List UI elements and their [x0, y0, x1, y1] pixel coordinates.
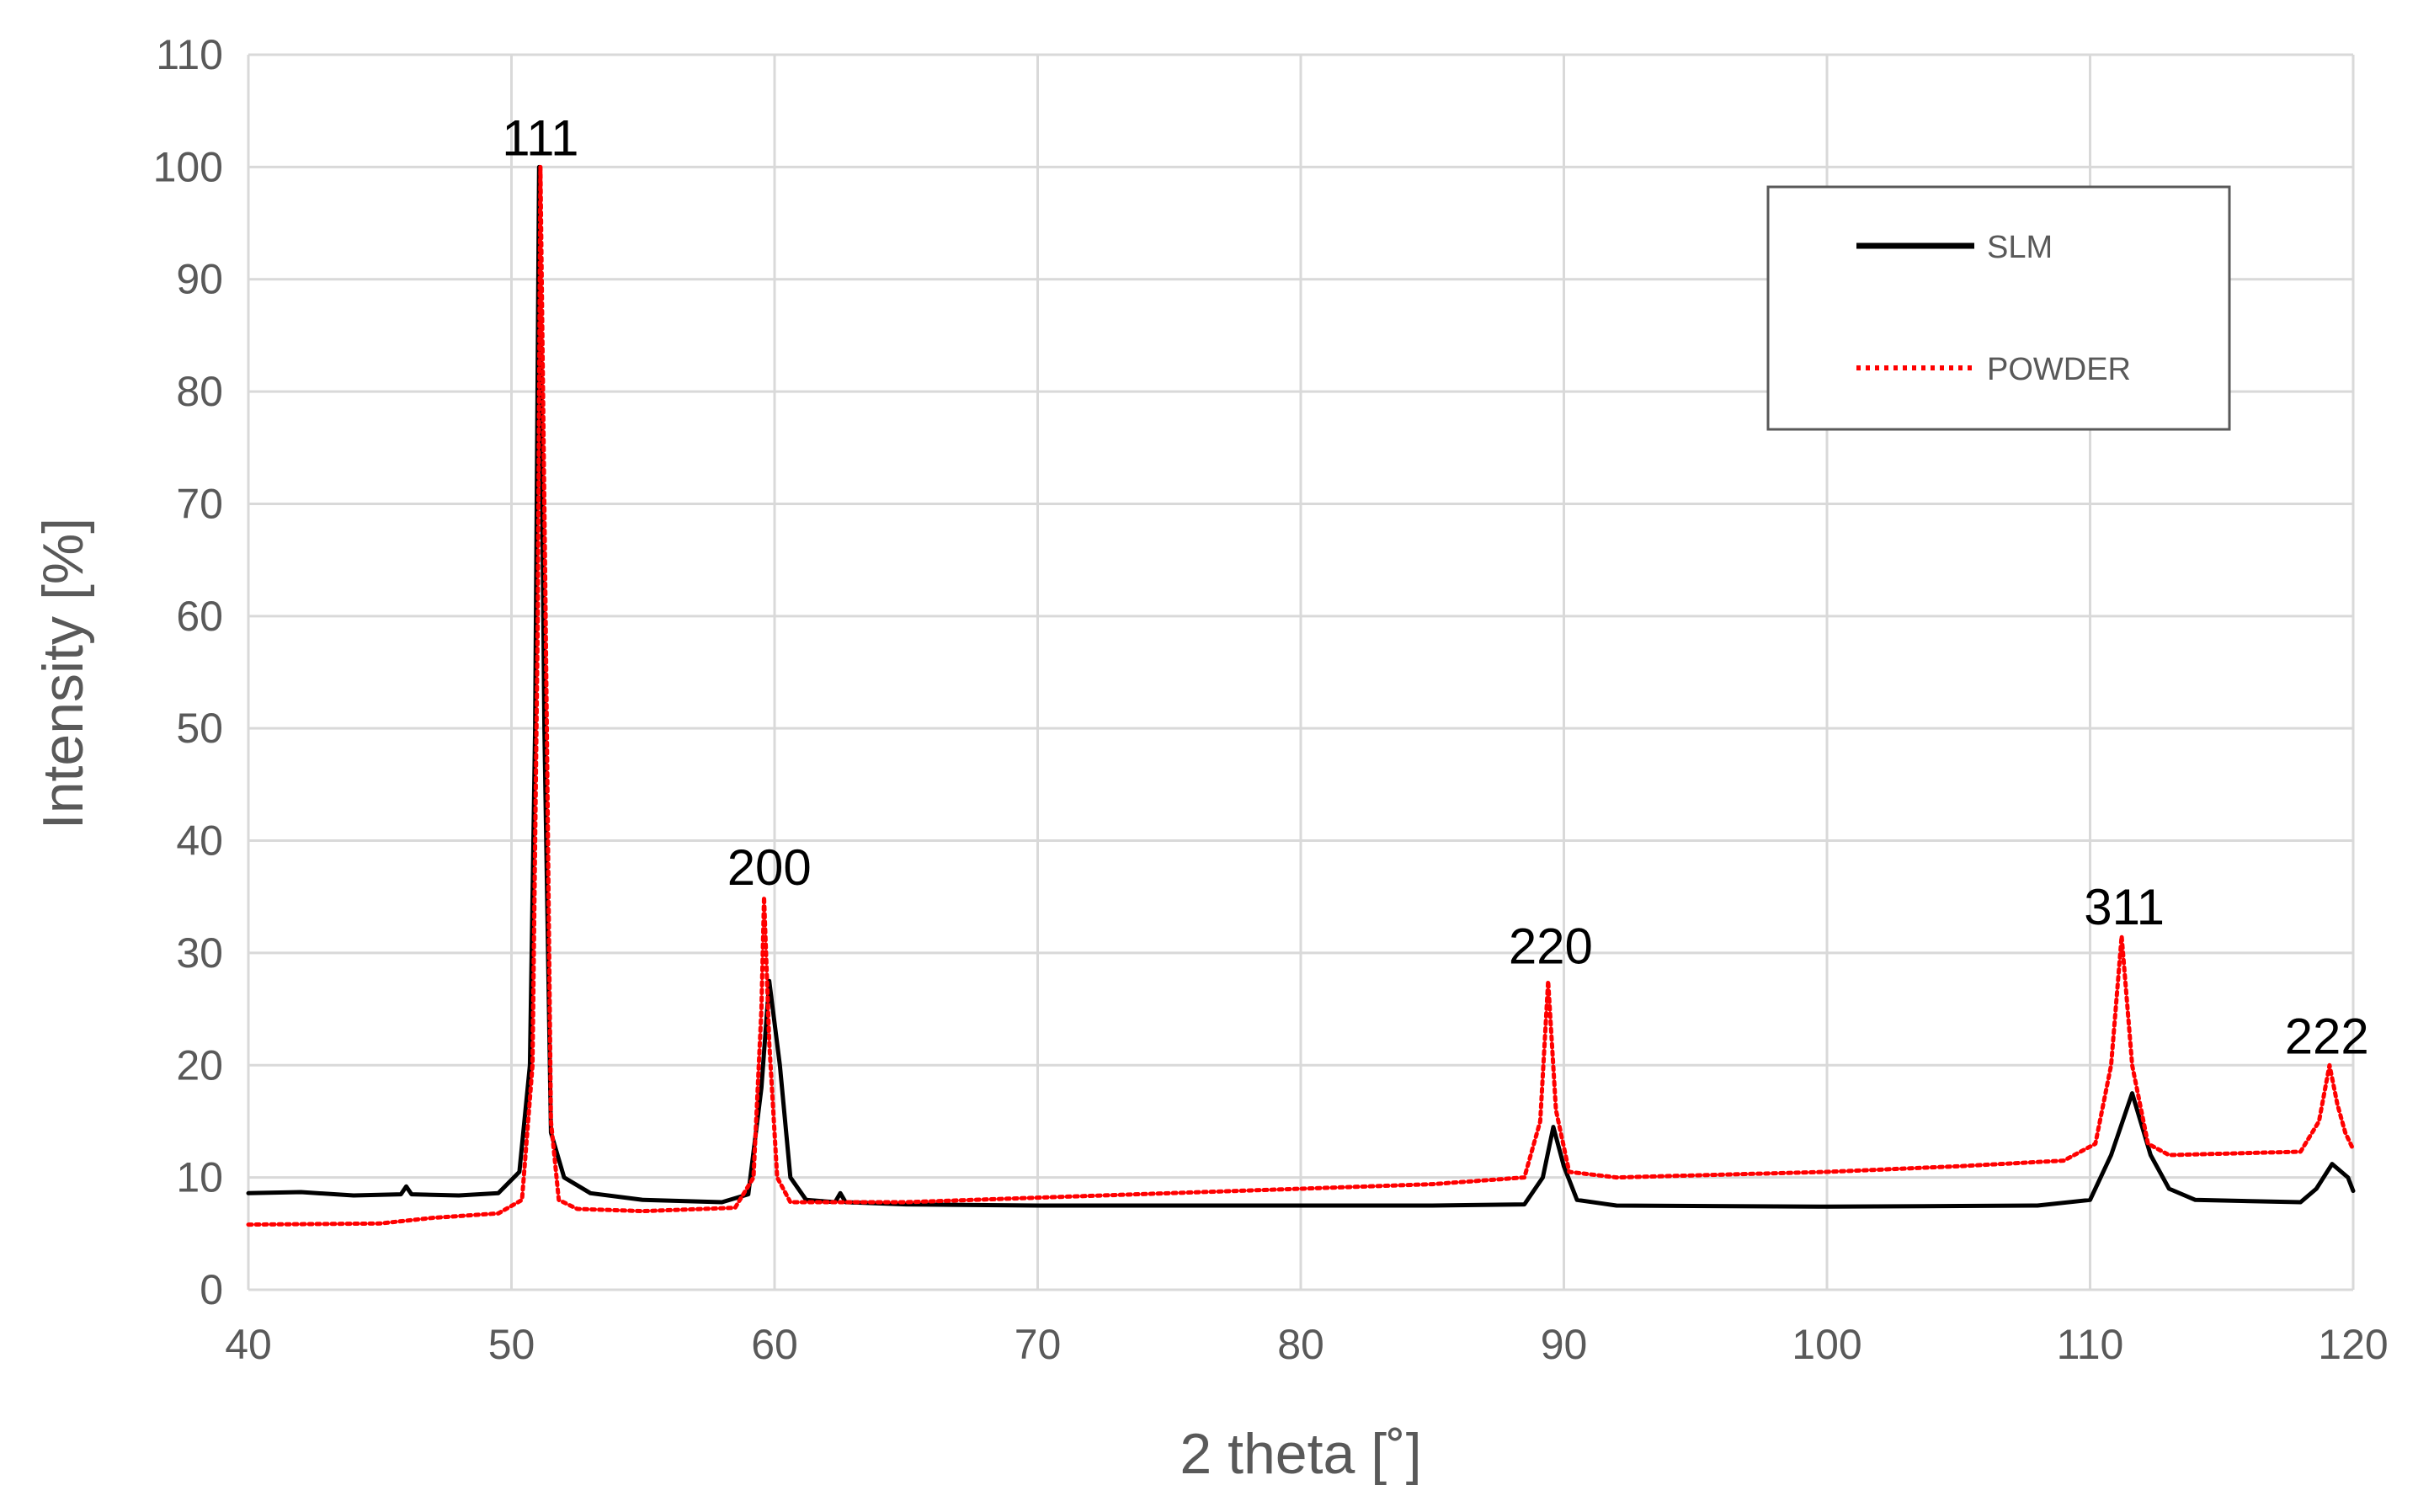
x-tick-label: 80: [1277, 1321, 1324, 1368]
x-tick-label: 50: [488, 1321, 535, 1368]
x-tick-label: 120: [2318, 1321, 2388, 1368]
x-tick-label: 70: [1015, 1321, 1062, 1368]
y-tick-label: 30: [176, 929, 223, 977]
x-tick-label: 100: [1792, 1321, 1861, 1368]
peak-label-111: 111: [502, 109, 578, 166]
y-tick-label: 90: [176, 256, 223, 303]
legend: SLM POWDER: [1766, 185, 2231, 431]
y-tick-label: 100: [153, 143, 223, 190]
x-axis-title: 2 theta [˚]: [1180, 1422, 1421, 1486]
y-tick-label: 20: [176, 1041, 223, 1089]
peak-label-200: 200: [727, 839, 812, 896]
peak-label-222: 222: [2285, 1008, 2369, 1064]
y-tick-label: 50: [176, 705, 223, 752]
series-line-slm: [246, 164, 2356, 1209]
peak-label-220: 220: [1509, 918, 1593, 975]
series-layer: [246, 164, 2356, 1227]
y-axis-title: Intensity [%]: [31, 518, 95, 829]
annotation-layer: 111 200 220 311 222: [502, 109, 2369, 1064]
y-tick-label: 110: [156, 31, 223, 78]
x-tick-label: 90: [1541, 1321, 1588, 1368]
axis-layer: 0 10 20 30 40 50 60 70 80 90 100 110 40 50 60 70 80 90 100…: [153, 31, 2389, 1368]
y-tick-label: 40: [176, 817, 223, 865]
x-tick-label: 110: [2057, 1321, 2124, 1368]
legend-box: [1766, 185, 2231, 431]
y-tick-label: 0: [200, 1266, 223, 1313]
y-tick-label: 60: [176, 593, 223, 640]
peak-label-311: 311: [2084, 879, 2165, 935]
y-tick-label: 70: [176, 480, 223, 527]
x-tick-label: 60: [751, 1321, 798, 1368]
legend-label-powder: POWDER: [1987, 352, 2131, 387]
y-tick-label: 80: [176, 368, 223, 415]
y-tick-label: 10: [176, 1154, 223, 1201]
x-tick-label: 40: [225, 1321, 272, 1368]
grid-layer: [247, 53, 2355, 1291]
series-line-powder: [246, 164, 2356, 1227]
legend-label-slm: SLM: [1987, 230, 2053, 265]
